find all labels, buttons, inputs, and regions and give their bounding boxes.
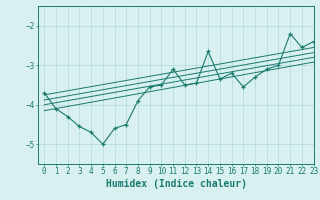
X-axis label: Humidex (Indice chaleur): Humidex (Indice chaleur) xyxy=(106,179,246,189)
